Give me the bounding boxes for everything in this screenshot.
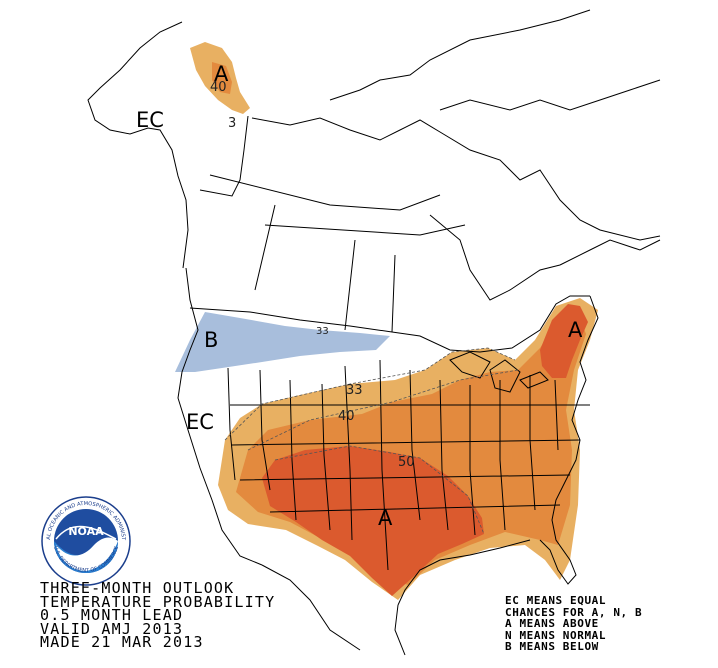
us-above-50-south-area [262, 446, 484, 596]
legend-line-5: B MEANS BELOW [505, 640, 599, 653]
boundaries [87, 9, 661, 656]
contour-40 [247, 369, 519, 451]
canada-us-border [189, 295, 590, 353]
west-coastline [87, 21, 263, 566]
arctic-coastline [251, 9, 661, 241]
title-line-1: THREE-MONTH OUTLOOK [40, 579, 235, 597]
contour-50 [274, 445, 485, 535]
contour-label-50: 50 [398, 455, 415, 470]
mexico-coastline [261, 564, 406, 656]
us-state-lines [227, 359, 590, 571]
contours [224, 347, 519, 535]
probability-shading [175, 42, 598, 600]
outlook-title-block: THREE-MONTH OUTLOOK TEMPERATURE PROBABIL… [40, 579, 276, 651]
northeast-above-50-area [540, 304, 588, 378]
ec-alaska-label: EC [136, 108, 164, 132]
legend-block: EC MEANS EQUAL CHANCES FOR A, N, B A MEA… [505, 595, 642, 653]
noaa-logo-text: NOAA [68, 525, 104, 538]
title-line-3: 0.5 MONTH LEAD [40, 606, 184, 624]
contour-label-alaska-40: 40 [210, 80, 227, 95]
title-line-4: VALID AMJ 2013 [40, 619, 184, 638]
contour-label-alaska-33: 3 [228, 116, 237, 131]
above-south-label: A [378, 506, 393, 530]
legend-line-2: CHANCES FOR A, N, B [505, 605, 643, 619]
hudson-bay-coast [429, 214, 661, 301]
contour-33 [224, 347, 516, 441]
contour-label-40: 40 [338, 409, 355, 424]
contour-label-northwest-33: 33 [316, 326, 329, 337]
atlantic-coastline [397, 295, 599, 606]
legend-line-4: N MEANS NORMAL [505, 628, 607, 642]
above-northeast-label: A [568, 318, 583, 342]
below-northwest-label: B [204, 328, 219, 352]
noaa-logo-icon: NOAA NATIONAL OCEANIC AND ATMOSPHERIC AD… [40, 495, 131, 586]
canada-province-lines [209, 174, 466, 333]
alaska-above-40-area [212, 62, 232, 94]
northwest-below-33-area [175, 312, 390, 372]
contour-label-33: 33 [346, 383, 363, 398]
title-line-5: MADE 21 MAR 2013 [40, 633, 204, 651]
legend-line-3: A MEANS ABOVE [505, 617, 599, 630]
above-alaska-label: A [214, 62, 229, 86]
title-line-2: TEMPERATURE PROBABILITY [40, 592, 276, 611]
legend-line-1: EC MEANS EQUAL [505, 594, 607, 607]
great-lakes [449, 351, 549, 393]
alaska-canada-border [199, 115, 249, 197]
ec-west-label: EC [186, 410, 214, 434]
